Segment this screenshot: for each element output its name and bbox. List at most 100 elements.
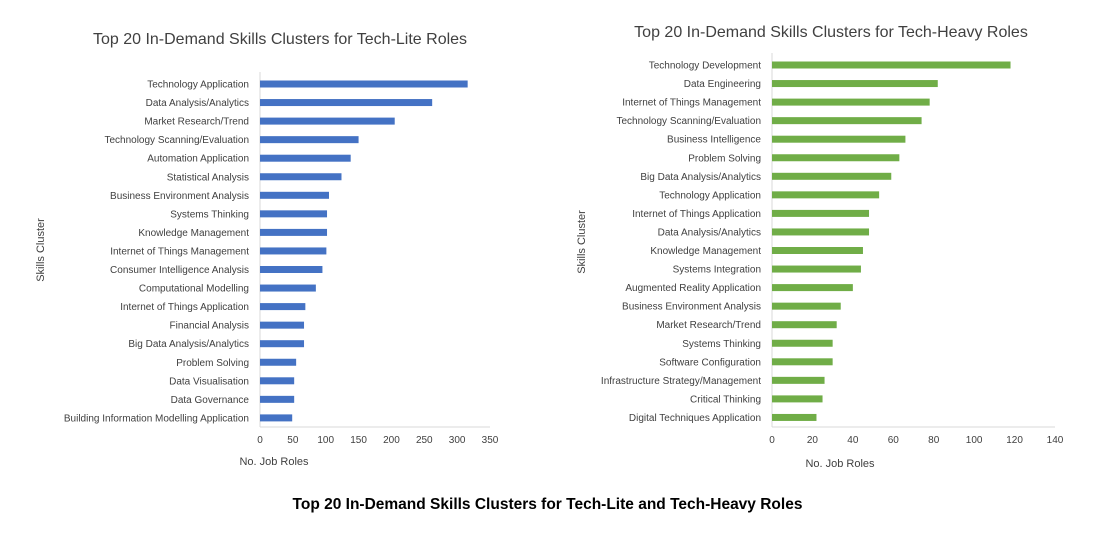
tech-lite-category-label: Big Data Analysis/Analytics bbox=[128, 339, 249, 350]
tech-heavy-bar bbox=[772, 172, 892, 180]
tech-lite-category-label: Internet of Things Management bbox=[110, 246, 249, 257]
tech-heavy-category-label: Internet of Things Management bbox=[622, 98, 761, 109]
tech-heavy-bar bbox=[772, 98, 930, 106]
tech-lite-chart: Top 20 In-Demand Skills Clusters for Tec… bbox=[35, 31, 499, 468]
tech-heavy-bar bbox=[772, 395, 823, 403]
figure-caption: Top 20 In-Demand Skills Clusters for Tec… bbox=[292, 496, 803, 513]
tech-lite-bar bbox=[260, 154, 351, 162]
tech-lite-x-tick-label: 300 bbox=[449, 435, 466, 446]
tech-lite-category-label: Business Environment Analysis bbox=[110, 191, 249, 202]
tech-lite-bar bbox=[260, 414, 293, 422]
tech-lite-category-label: Technology Application bbox=[147, 80, 249, 91]
tech-heavy-bar bbox=[772, 209, 870, 217]
tech-lite-category-label: Data Analysis/Analytics bbox=[146, 98, 249, 109]
tech-heavy-x-tick-label: 140 bbox=[1047, 435, 1064, 446]
tech-lite-bar bbox=[260, 340, 305, 348]
tech-lite-category-label: Technology Scanning/Evaluation bbox=[104, 135, 249, 146]
tech-lite-category-label: Data Visualisation bbox=[169, 376, 249, 387]
tech-lite-x-tick-label: 150 bbox=[350, 435, 367, 446]
tech-lite-x-tick-label: 200 bbox=[383, 435, 400, 446]
tech-heavy-x-tick-label: 100 bbox=[966, 435, 983, 446]
tech-heavy-x-tick-label: 120 bbox=[1006, 435, 1023, 446]
tech-heavy-x-tick-label: 80 bbox=[928, 435, 940, 446]
tech-heavy-x-axis-title: No. Job Roles bbox=[805, 458, 875, 470]
tech-heavy-bar bbox=[772, 191, 880, 199]
tech-heavy-category-label: Problem Solving bbox=[688, 153, 761, 164]
tech-heavy-bar bbox=[772, 247, 863, 254]
tech-lite-y-axis-title: Skills Cluster bbox=[35, 218, 47, 282]
tech-heavy-bar bbox=[772, 321, 837, 329]
tech-heavy-bar bbox=[772, 61, 1011, 69]
tech-heavy-category-label: Technology Application bbox=[659, 190, 761, 201]
tech-lite-category-label: Knowledge Management bbox=[138, 228, 249, 239]
tech-heavy-bar bbox=[772, 413, 817, 421]
tech-lite-x-axis-title: No. Job Roles bbox=[239, 456, 309, 468]
tech-lite-bar bbox=[260, 321, 305, 329]
tech-heavy-category-label: Technology Scanning/Evaluation bbox=[616, 116, 761, 127]
tech-heavy-category-label: Knowledge Management bbox=[650, 246, 761, 257]
tech-heavy-category-label: Digital Techniques Application bbox=[629, 413, 761, 424]
tech-heavy-category-label: Big Data Analysis/Analytics bbox=[640, 172, 761, 183]
tech-lite-bar bbox=[260, 377, 295, 385]
tech-heavy-y-axis-title: Skills Cluster bbox=[576, 210, 588, 274]
tech-lite-bar bbox=[260, 99, 433, 107]
tech-lite-bar bbox=[260, 358, 297, 366]
tech-heavy-x-tick-label: 60 bbox=[888, 435, 900, 446]
tech-heavy-category-label: Critical Thinking bbox=[690, 394, 761, 405]
tech-lite-category-label: Financial Analysis bbox=[170, 321, 249, 332]
tech-heavy-category-label: Software Configuration bbox=[659, 357, 761, 368]
tech-lite-bar bbox=[260, 247, 327, 255]
tech-lite-x-tick-label: 350 bbox=[482, 435, 499, 446]
tech-heavy-bar bbox=[772, 80, 938, 88]
tech-heavy-bar bbox=[772, 154, 900, 162]
tech-heavy-bar bbox=[772, 228, 870, 236]
tech-heavy-bar bbox=[772, 376, 825, 384]
tech-heavy-category-label: Market Research/Trend bbox=[656, 320, 761, 331]
tech-lite-chart-title: Top 20 In-Demand Skills Clusters for Tec… bbox=[93, 31, 467, 48]
tech-lite-bar bbox=[260, 191, 329, 199]
tech-lite-x-tick-label: 250 bbox=[416, 435, 433, 446]
tech-lite-category-label: Building Information Modelling Applicati… bbox=[64, 413, 249, 424]
tech-lite-bar bbox=[260, 210, 328, 218]
tech-lite-bar bbox=[260, 117, 395, 125]
tech-lite-bar bbox=[260, 303, 306, 311]
tech-lite-category-label: Internet of Things Application bbox=[120, 302, 249, 313]
tech-lite-category-label: Automation Application bbox=[147, 154, 249, 165]
tech-lite-bar bbox=[260, 266, 323, 273]
tech-heavy-category-label: Systems Thinking bbox=[682, 339, 761, 350]
tech-lite-category-label: Problem Solving bbox=[176, 358, 249, 369]
tech-heavy-category-label: Systems Integration bbox=[673, 265, 761, 276]
tech-heavy-chart: Top 20 In-Demand Skills Clusters for Tec… bbox=[576, 24, 1064, 470]
tech-heavy-bar bbox=[772, 265, 861, 273]
tech-heavy-bar bbox=[772, 135, 906, 143]
tech-heavy-category-label: Infrastructure Strategy/Management bbox=[601, 376, 761, 387]
tech-lite-category-label: Computational Modelling bbox=[139, 284, 249, 295]
tech-lite-category-label: Systems Thinking bbox=[170, 209, 249, 220]
tech-heavy-category-label: Data Engineering bbox=[684, 79, 761, 90]
tech-heavy-category-label: Augmented Reality Application bbox=[625, 283, 761, 294]
tech-lite-x-tick-label: 0 bbox=[257, 435, 263, 446]
tech-heavy-bar bbox=[772, 302, 841, 310]
tech-lite-category-label: Statistical Analysis bbox=[167, 172, 249, 183]
tech-lite-bar bbox=[260, 228, 328, 236]
tech-lite-bar bbox=[260, 136, 359, 144]
tech-heavy-category-label: Business Environment Analysis bbox=[622, 302, 761, 313]
tech-lite-category-label: Consumer Intelligence Analysis bbox=[110, 265, 249, 276]
tech-heavy-bar bbox=[772, 339, 833, 347]
tech-heavy-bar bbox=[772, 358, 833, 366]
tech-heavy-x-tick-label: 40 bbox=[847, 435, 859, 446]
tech-heavy-x-tick-label: 20 bbox=[807, 435, 819, 446]
tech-heavy-bar bbox=[772, 284, 853, 292]
tech-lite-bar bbox=[260, 284, 316, 292]
tech-lite-bar bbox=[260, 173, 342, 181]
tech-lite-category-label: Market Research/Trend bbox=[144, 117, 249, 128]
tech-heavy-x-tick-label: 0 bbox=[769, 435, 775, 446]
tech-heavy-category-label: Data Analysis/Analytics bbox=[658, 227, 761, 238]
tech-lite-x-tick-label: 100 bbox=[317, 435, 334, 446]
tech-heavy-bar bbox=[772, 117, 922, 125]
tech-heavy-chart-title: Top 20 In-Demand Skills Clusters for Tec… bbox=[634, 24, 1028, 41]
tech-lite-bar bbox=[260, 395, 295, 403]
tech-heavy-category-label: Business Intelligence bbox=[667, 135, 761, 146]
tech-heavy-category-label: Internet of Things Application bbox=[632, 209, 761, 220]
